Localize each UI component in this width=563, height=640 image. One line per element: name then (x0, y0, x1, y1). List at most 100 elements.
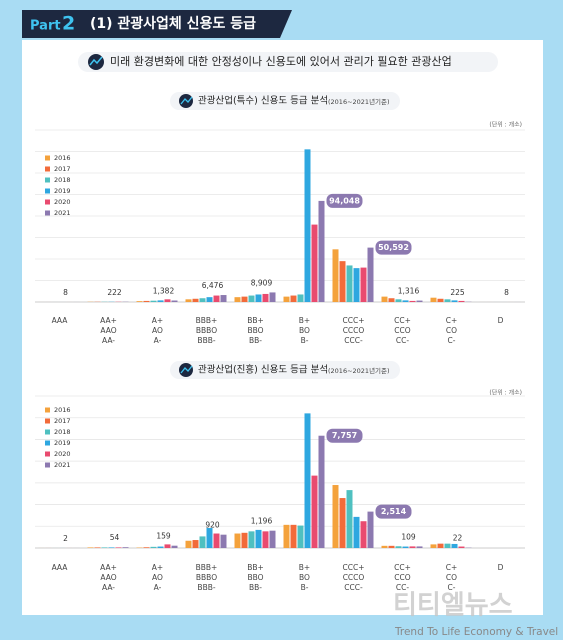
subtitle-pill (78, 52, 498, 72)
bar (115, 547, 122, 548)
x-tick-label: C+ CO C- (445, 563, 458, 592)
bar (199, 536, 206, 548)
value-label: 54 (110, 533, 120, 542)
bar (150, 546, 157, 548)
value-label: 222 (107, 288, 122, 297)
x-tick-label: BBB+ BBBO BBB- (195, 563, 218, 592)
x-tick-label: BB+ BBO BB- (247, 316, 264, 345)
x-tick-label: AAA (51, 316, 68, 325)
bar (255, 294, 262, 302)
x-tick-label: BB+ BBO BB- (247, 563, 264, 592)
bar (248, 531, 255, 548)
bar (360, 267, 367, 302)
bar (430, 544, 437, 548)
bar (220, 295, 227, 302)
chart-title: 관광산업(특수) 신용도 등급 분석 (198, 95, 328, 107)
legend-swatch (45, 462, 50, 468)
chart-icon-line (180, 96, 193, 105)
bar (255, 529, 262, 548)
value-label: 1,316 (398, 287, 420, 296)
watermark-tagline: Trend To Life Economy & Travel (394, 626, 558, 638)
part-number: 2 (62, 13, 75, 35)
value-label: 8 (504, 288, 509, 297)
bar (304, 413, 311, 548)
x-tick-label: D (497, 316, 504, 325)
value-label: 159 (156, 532, 171, 541)
label-box (326, 193, 363, 208)
x-tick-label: AA+ AAO AA- (100, 316, 117, 345)
bar (248, 295, 255, 302)
label-box (326, 428, 363, 443)
bar (311, 475, 318, 548)
bar (199, 298, 206, 302)
legend-swatch (45, 418, 50, 424)
bar (206, 528, 213, 548)
bar (297, 294, 304, 302)
bar (262, 531, 269, 548)
bar (304, 149, 311, 302)
bar (206, 297, 213, 302)
bar (353, 516, 360, 548)
legend-label: 2019 (54, 187, 71, 195)
legend-label: 2019 (54, 439, 71, 447)
panel (22, 40, 543, 615)
value-label: 6,476 (202, 281, 224, 290)
bar (318, 200, 325, 302)
legend-label: 2018 (54, 176, 71, 184)
bar (437, 298, 444, 302)
watermark-name: 티티엘뉴스 (393, 591, 513, 621)
bar (171, 545, 178, 548)
bar (290, 524, 297, 548)
bar (234, 533, 241, 548)
legend-swatch (45, 166, 50, 172)
value-label: 225 (450, 288, 465, 297)
legend-label: 2016 (54, 406, 71, 414)
x-tick-label: A+ AO A- (151, 316, 164, 345)
bar (416, 546, 423, 548)
x-tick-label: CC+ CCO CC- (394, 316, 411, 345)
bar (283, 524, 290, 548)
x-tick-label: CCC+ CCCO CCC- (342, 316, 365, 345)
bar (192, 298, 199, 302)
bar (388, 545, 395, 548)
bar (157, 546, 164, 548)
value-label: 920 (205, 521, 220, 530)
chart-icon (179, 94, 193, 108)
bar (388, 298, 395, 302)
legend-label: 2021 (54, 461, 71, 469)
icon-line (89, 56, 103, 66)
unit-label: (단위 : 개소) (489, 389, 522, 397)
bar (213, 533, 220, 548)
bar (94, 547, 101, 548)
legend-swatch (45, 440, 50, 446)
bar (220, 534, 227, 548)
legend-swatch (45, 210, 50, 216)
legend-label: 2016 (54, 154, 71, 162)
subtitle: 미래 환경변화에 대한 안정성이나 신용도에 있어서 관리가 필요한 관광산업 (110, 55, 452, 68)
bar (234, 297, 241, 302)
bar (185, 540, 192, 548)
bar (171, 300, 178, 302)
bar (395, 299, 402, 302)
legend-swatch (45, 177, 50, 183)
legend-label: 2017 (54, 417, 71, 425)
bar (164, 299, 171, 302)
header-title: (1) 관광사업체 신용도 등급 (90, 15, 256, 32)
bar (402, 546, 409, 548)
x-tick-label: B+ BO B- (298, 316, 311, 345)
value-label: 2 (63, 534, 68, 543)
bar (213, 295, 220, 302)
legend-label: 2017 (54, 165, 71, 173)
bar (164, 544, 171, 548)
legend-label: 2020 (54, 198, 71, 206)
bar (416, 300, 423, 302)
value-label: 2,514 (381, 507, 407, 516)
legend-label: 2021 (54, 209, 71, 217)
legend-swatch (45, 199, 50, 205)
header-band (22, 10, 292, 38)
chart-title: 관광산업(진흥) 신용도 등급 분석 (198, 364, 328, 376)
bar (353, 268, 360, 302)
bar (241, 532, 248, 548)
legend-swatch (45, 451, 50, 457)
